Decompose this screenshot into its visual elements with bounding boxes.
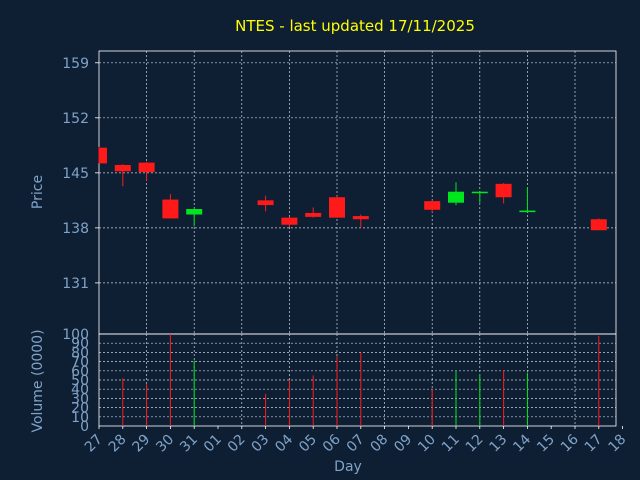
volume-tick-label: 100 [62, 327, 89, 343]
volume-tick-label: 0 [80, 419, 89, 435]
candle-body [305, 212, 322, 217]
price-tick-label: 145 [62, 166, 89, 182]
price-tick-label: 138 [62, 221, 89, 237]
price-tick-label: 159 [62, 56, 89, 72]
candle-body [495, 183, 512, 198]
volume-tick-label: 40 [71, 382, 89, 398]
volume-axis-label: Volume (0000) [30, 329, 46, 432]
candle-body [99, 147, 107, 164]
candles [98, 146, 607, 231]
candle-body [138, 162, 155, 173]
volume-tick-label: 80 [71, 345, 89, 361]
candle-body [352, 216, 369, 220]
candle-body [590, 219, 607, 231]
x-axis-label: Day [334, 459, 362, 475]
volume-tick-label: 10 [71, 410, 89, 426]
candle-body [114, 164, 131, 172]
candle-body [424, 201, 441, 210]
volume-tick-label: 60 [71, 364, 89, 380]
price-axis-label: Price [30, 175, 46, 209]
candle-body [186, 209, 203, 215]
candle-body [257, 200, 274, 206]
chart-title: NTES - last updated 17/11/2025 [235, 17, 475, 35]
price-tick-label: 131 [62, 276, 89, 292]
candle-body [448, 191, 464, 203]
candle-body [162, 199, 179, 219]
price-tick-labels: 131 138 145 152 159 [62, 56, 99, 292]
volume-tick-label: 70 [71, 355, 89, 371]
price-tick-label: 152 [62, 111, 89, 127]
volume-tick-label: 90 [71, 336, 89, 352]
candle-body [471, 191, 488, 194]
volume-bars [122, 334, 600, 426]
candle-body [281, 217, 298, 225]
volume-tick-label: 20 [71, 401, 89, 417]
volume-tick-label: 50 [71, 373, 89, 389]
candle-body [519, 210, 536, 213]
volume-tick-label: 30 [71, 391, 89, 407]
price-panel: 131 138 145 152 159 Price [30, 50, 617, 335]
candle-body [329, 197, 345, 218]
